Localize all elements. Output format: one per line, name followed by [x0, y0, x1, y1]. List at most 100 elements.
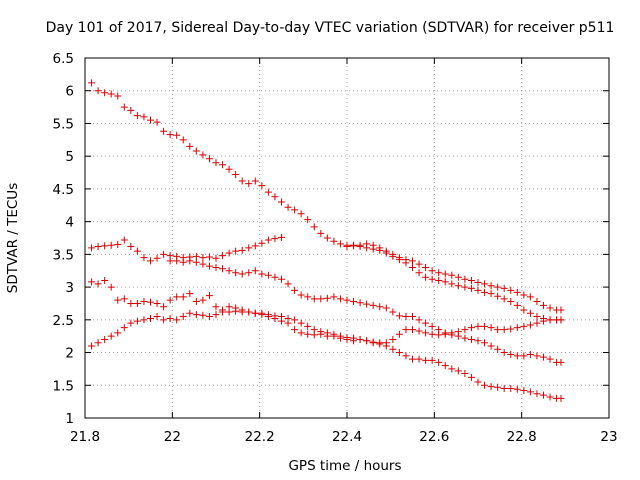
data-point	[422, 356, 430, 364]
data-point	[251, 242, 259, 250]
satellite-track-2	[88, 233, 285, 265]
data-point	[428, 322, 436, 330]
data-point	[88, 342, 96, 350]
data-point	[533, 297, 541, 305]
data-point	[94, 280, 102, 288]
data-point	[245, 308, 253, 316]
data-point	[474, 279, 482, 287]
data-point	[422, 263, 430, 271]
data-point	[461, 369, 469, 377]
data-point	[297, 210, 305, 218]
data-point	[127, 299, 135, 307]
data-point	[284, 315, 292, 323]
data-point	[179, 293, 187, 301]
data-point	[415, 269, 423, 277]
data-point	[310, 326, 318, 334]
data-point	[487, 383, 495, 391]
data-point	[435, 326, 443, 334]
data-point	[284, 203, 292, 211]
data-point	[382, 304, 390, 312]
data-point	[284, 280, 292, 288]
data-point	[225, 267, 233, 275]
data-point	[166, 131, 174, 139]
data-point	[350, 334, 358, 342]
data-point	[258, 182, 266, 190]
data-point	[160, 303, 168, 311]
data-point	[376, 339, 384, 347]
data-point	[212, 303, 220, 311]
data-point	[205, 155, 213, 163]
y-tick-label: 1.5	[53, 378, 74, 394]
data-point	[127, 106, 135, 114]
data-point	[389, 345, 397, 353]
data-point	[481, 288, 489, 296]
data-point	[251, 309, 259, 317]
data-point	[494, 326, 502, 334]
data-point	[350, 242, 358, 250]
data-point	[507, 351, 515, 359]
data-point	[173, 293, 181, 301]
data-point	[422, 273, 430, 281]
data-point	[107, 90, 115, 98]
data-point	[199, 311, 207, 319]
satellite-track-3	[88, 277, 565, 402]
data-point	[533, 352, 541, 360]
data-point	[278, 275, 285, 283]
data-point	[395, 312, 403, 320]
data-point	[323, 234, 331, 242]
data-point	[546, 304, 554, 312]
data-point	[291, 206, 299, 214]
satellite-track-6	[343, 240, 565, 314]
data-point	[487, 282, 495, 290]
data-point	[441, 270, 449, 278]
data-point	[526, 351, 534, 359]
data-point	[513, 385, 521, 393]
data-point	[513, 324, 521, 332]
data-point	[114, 296, 122, 304]
data-point	[219, 161, 227, 169]
data-point	[481, 280, 489, 288]
data-point	[461, 334, 469, 342]
data-point	[520, 291, 528, 299]
data-point	[441, 329, 449, 337]
data-point	[212, 263, 220, 271]
data-point	[232, 247, 240, 255]
data-point	[160, 316, 168, 324]
data-point	[330, 330, 338, 338]
data-point	[526, 309, 534, 317]
data-point	[448, 331, 456, 339]
data-point	[219, 308, 227, 316]
data-point	[107, 332, 115, 340]
data-point	[147, 315, 154, 323]
data-point	[166, 296, 174, 304]
data-point	[153, 254, 161, 262]
data-point	[186, 309, 194, 317]
data-point	[540, 391, 547, 399]
data-point	[271, 235, 279, 243]
data-point	[507, 325, 515, 333]
data-point	[323, 329, 331, 337]
data-point	[448, 280, 456, 288]
x-tick-label: 22.2	[245, 429, 275, 445]
data-point	[173, 131, 181, 139]
data-point	[402, 352, 410, 360]
data-point	[94, 339, 102, 347]
data-point	[127, 243, 135, 251]
data-point	[520, 352, 528, 360]
data-point	[140, 297, 148, 305]
x-tick-label: 21.8	[70, 429, 100, 445]
chart-title: Day 101 of 2017, Sidereal Day-to-day VTE…	[46, 20, 615, 36]
y-tick-label: 6.5	[53, 51, 74, 67]
data-point	[533, 319, 541, 327]
data-point	[147, 298, 154, 306]
data-point	[382, 339, 390, 347]
x-tick-label: 23	[600, 429, 617, 445]
data-point	[467, 335, 475, 343]
data-point	[304, 293, 312, 301]
data-point	[363, 240, 371, 248]
data-point	[166, 257, 174, 265]
data-point	[415, 355, 423, 363]
satellite-track-5	[166, 257, 565, 366]
data-point	[428, 330, 436, 338]
data-point	[271, 273, 279, 281]
